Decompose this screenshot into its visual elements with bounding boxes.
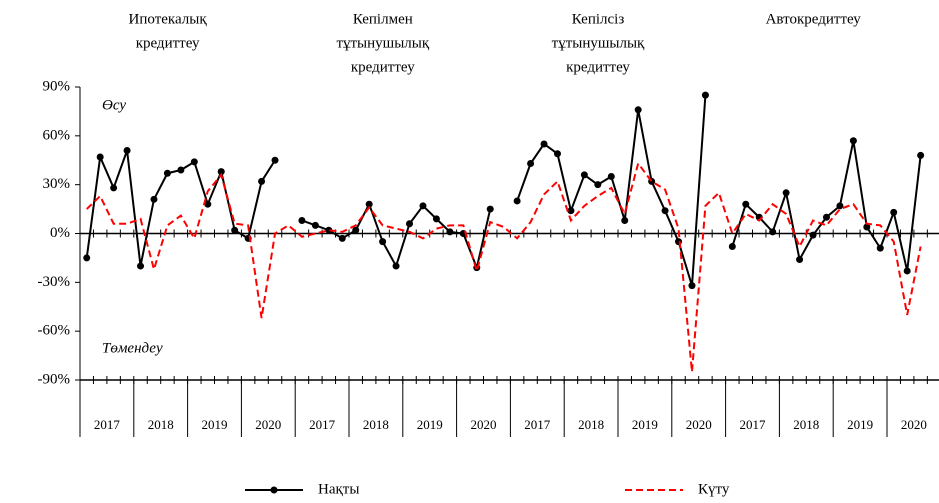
series-line xyxy=(731,140,922,272)
point xyxy=(110,184,118,192)
point xyxy=(311,221,319,229)
y-tick-label: 30% xyxy=(43,176,71,192)
point xyxy=(876,244,884,252)
point xyxy=(258,177,266,185)
point xyxy=(365,200,373,208)
panel-title: кредиттеу xyxy=(351,59,415,75)
y-tick-label: -30% xyxy=(38,274,71,290)
point xyxy=(527,160,535,168)
year-label: 2017 xyxy=(94,417,121,432)
y-tick-label: -60% xyxy=(38,323,71,339)
point xyxy=(540,140,548,148)
point xyxy=(742,200,750,208)
panel-title: Кепілсіз xyxy=(572,11,625,27)
annotation: Өсу xyxy=(102,97,126,113)
point xyxy=(392,262,400,270)
series-line xyxy=(516,95,707,286)
point xyxy=(553,150,561,158)
legend-label: Нақты xyxy=(318,481,359,497)
point xyxy=(298,216,306,224)
series-line xyxy=(86,161,922,372)
legend-label: Күту xyxy=(698,481,730,497)
year-label: 2020 xyxy=(901,417,927,432)
panel-title: Кепілмен xyxy=(353,11,413,27)
point xyxy=(352,226,360,234)
point xyxy=(231,226,239,234)
year-label: 2019 xyxy=(847,417,873,432)
panel-title: кредиттеу xyxy=(566,59,630,75)
y-tick-label: 0% xyxy=(50,225,70,241)
panel-title: Ипотекалық xyxy=(129,11,208,27)
point xyxy=(446,228,454,236)
point xyxy=(661,207,669,215)
point xyxy=(822,213,830,221)
point xyxy=(137,262,145,270)
year-label: 2018 xyxy=(793,417,819,432)
year-label: 2018 xyxy=(578,417,604,432)
year-label: 2020 xyxy=(471,417,497,432)
point xyxy=(701,91,709,99)
legend-marker xyxy=(270,486,278,494)
point xyxy=(903,267,911,275)
point xyxy=(836,202,844,210)
point xyxy=(432,215,440,223)
point xyxy=(338,234,346,242)
point xyxy=(379,238,387,246)
point xyxy=(728,243,736,251)
year-label: 2019 xyxy=(417,417,443,432)
point xyxy=(406,220,414,228)
y-tick-label: 90% xyxy=(43,78,71,94)
point xyxy=(782,189,790,197)
point xyxy=(796,256,804,264)
panel-title: тұтынушылық xyxy=(552,35,645,51)
year-label: 2017 xyxy=(524,417,551,432)
year-label: 2017 xyxy=(740,417,767,432)
point xyxy=(486,205,494,213)
year-label: 2020 xyxy=(255,417,281,432)
point xyxy=(594,181,602,189)
point xyxy=(809,231,817,239)
point xyxy=(123,146,131,154)
point xyxy=(621,216,629,224)
point xyxy=(863,223,871,231)
point xyxy=(163,169,171,177)
point xyxy=(580,171,588,179)
point xyxy=(917,151,925,159)
point xyxy=(96,153,104,161)
point xyxy=(177,166,185,174)
point xyxy=(83,254,91,262)
point xyxy=(769,228,777,236)
point xyxy=(513,197,521,205)
point xyxy=(271,156,279,164)
point xyxy=(688,282,696,290)
point xyxy=(204,200,212,208)
point xyxy=(849,137,857,145)
year-label: 2020 xyxy=(686,417,712,432)
year-label: 2019 xyxy=(202,417,228,432)
panel-title: кредиттеу xyxy=(136,35,200,51)
year-label: 2018 xyxy=(363,417,389,432)
panel-title: тұтынушылық xyxy=(336,35,429,51)
point xyxy=(567,207,575,215)
year-label: 2019 xyxy=(632,417,658,432)
point xyxy=(217,168,225,176)
y-tick-label: 60% xyxy=(43,127,71,143)
point xyxy=(890,208,898,216)
year-label: 2018 xyxy=(148,417,174,432)
point xyxy=(607,173,615,181)
year-label: 2017 xyxy=(309,417,336,432)
y-tick-label: -90% xyxy=(38,371,71,387)
annotation: Төмендеу xyxy=(102,340,163,356)
point xyxy=(190,158,198,166)
panel-title: Автокредиттеу xyxy=(766,11,862,27)
point xyxy=(325,226,333,234)
point xyxy=(150,195,158,203)
point xyxy=(419,202,427,210)
point xyxy=(634,106,642,114)
